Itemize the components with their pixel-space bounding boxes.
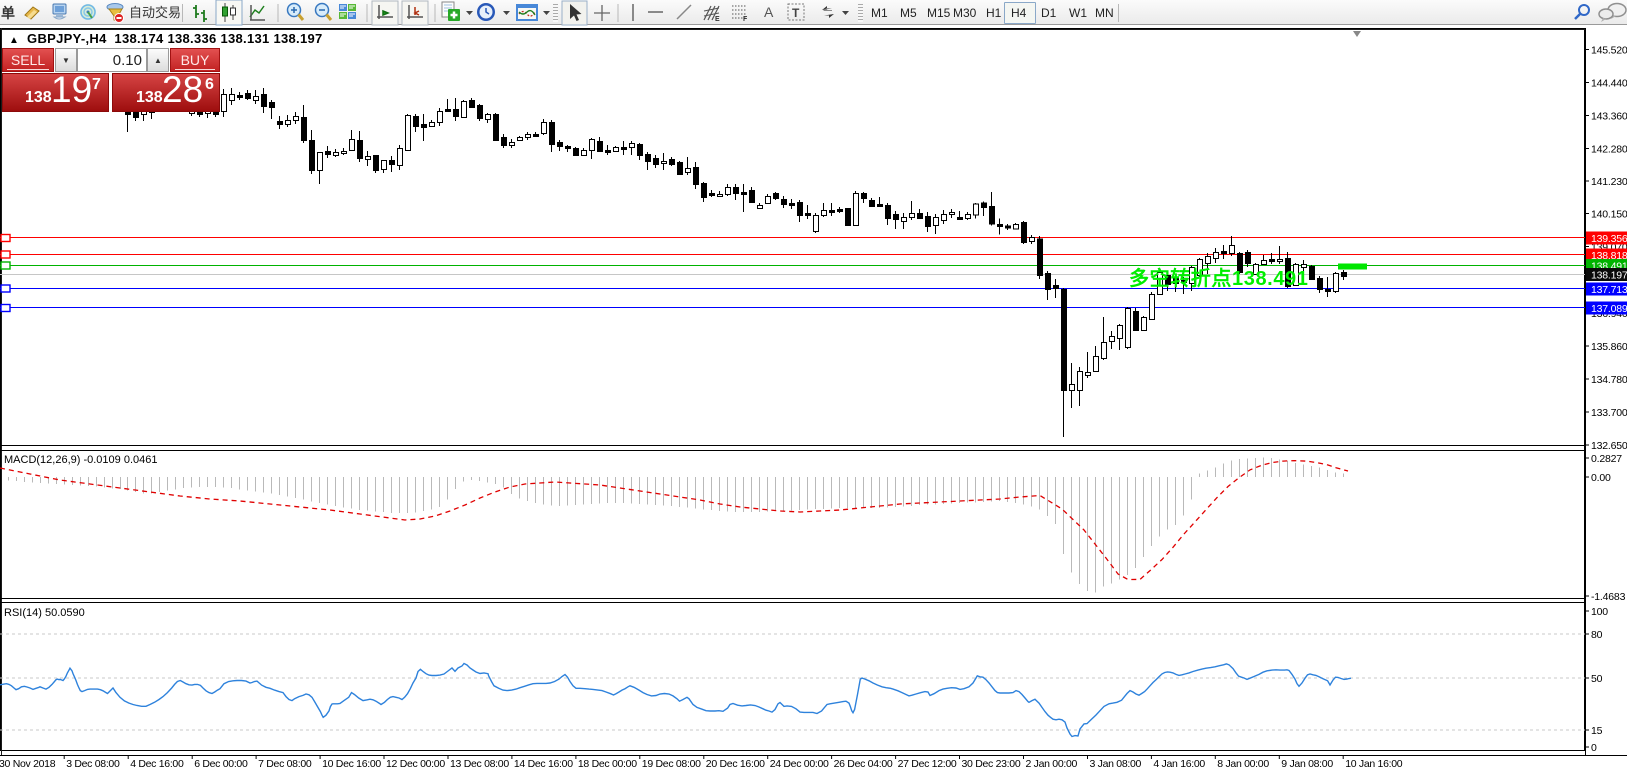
svg-text:-1.4683: -1.4683: [1591, 591, 1626, 603]
svg-text:30 Dec 23:00: 30 Dec 23:00: [962, 758, 1021, 767]
svg-text:6 Dec 00:00: 6 Dec 00:00: [194, 758, 248, 767]
svg-text:15: 15: [1591, 725, 1603, 737]
svg-text:134.780: 134.780: [1591, 374, 1627, 386]
svg-text:MACD(12,26,9) -0.0109 0.0461: MACD(12,26,9) -0.0109 0.0461: [4, 454, 157, 466]
svg-text:139.356: 139.356: [1591, 233, 1627, 245]
svg-text:143.360: 143.360: [1591, 111, 1627, 123]
svg-text:30 Nov 2018: 30 Nov 2018: [0, 758, 56, 767]
svg-text:7 Dec 08:00: 7 Dec 08:00: [258, 758, 312, 767]
svg-text:A: A: [764, 4, 774, 20]
svg-text:24 Dec 00:00: 24 Dec 00:00: [770, 758, 829, 767]
svg-text:18 Dec 00:00: 18 Dec 00:00: [578, 758, 637, 767]
svg-text:142.280: 142.280: [1591, 144, 1627, 156]
svg-text:137.713: 137.713: [1591, 284, 1627, 296]
svg-text:27 Dec 12:00: 27 Dec 12:00: [898, 758, 957, 767]
svg-text:141.230: 141.230: [1591, 176, 1627, 188]
svg-text:E: E: [715, 16, 720, 23]
svg-text:140.150: 140.150: [1591, 209, 1627, 221]
svg-text:145.520: 145.520: [1591, 45, 1627, 57]
svg-text:F: F: [743, 16, 748, 23]
svg-text:80: 80: [1591, 629, 1603, 641]
svg-text:144.440: 144.440: [1591, 78, 1627, 90]
svg-text:137.089: 137.089: [1591, 303, 1627, 315]
svg-text:3 Dec 08:00: 3 Dec 08:00: [66, 758, 120, 767]
svg-text:9 Jan 08:00: 9 Jan 08:00: [1281, 758, 1333, 767]
svg-text:2 Jan 00:00: 2 Jan 00:00: [1026, 758, 1078, 767]
svg-text:0.2827: 0.2827: [1591, 453, 1622, 465]
svg-text:4 Jan 16:00: 4 Jan 16:00: [1153, 758, 1205, 767]
svg-text:RSI(14) 50.0590: RSI(14) 50.0590: [4, 607, 85, 619]
svg-text:0.00: 0.00: [1591, 472, 1611, 484]
svg-text:T: T: [792, 6, 800, 20]
svg-text:3 Jan 08:00: 3 Jan 08:00: [1090, 758, 1142, 767]
svg-text:10 Jan 16:00: 10 Jan 16:00: [1345, 758, 1403, 767]
svg-text:132.650: 132.650: [1591, 440, 1627, 452]
svg-text:138.197: 138.197: [1591, 270, 1627, 282]
svg-text:多空转折点138.491: 多空转折点138.491: [1129, 266, 1309, 290]
svg-text:4 Dec 16:00: 4 Dec 16:00: [130, 758, 184, 767]
svg-text:12 Dec 00:00: 12 Dec 00:00: [386, 758, 445, 767]
svg-text:14 Dec 16:00: 14 Dec 16:00: [514, 758, 573, 767]
svg-text:133.700: 133.700: [1591, 407, 1627, 419]
svg-text:0: 0: [1591, 742, 1597, 754]
svg-text:10 Dec 16:00: 10 Dec 16:00: [322, 758, 381, 767]
svg-text:20 Dec 16:00: 20 Dec 16:00: [706, 758, 765, 767]
svg-text:50: 50: [1591, 673, 1603, 685]
svg-text:135.860: 135.860: [1591, 341, 1627, 353]
svg-text:100: 100: [1591, 606, 1608, 618]
svg-text:26 Dec 04:00: 26 Dec 04:00: [834, 758, 893, 767]
svg-text:8 Jan 00:00: 8 Jan 00:00: [1217, 758, 1269, 767]
svg-text:13 Dec 08:00: 13 Dec 08:00: [450, 758, 509, 767]
svg-text:19 Dec 08:00: 19 Dec 08:00: [642, 758, 701, 767]
